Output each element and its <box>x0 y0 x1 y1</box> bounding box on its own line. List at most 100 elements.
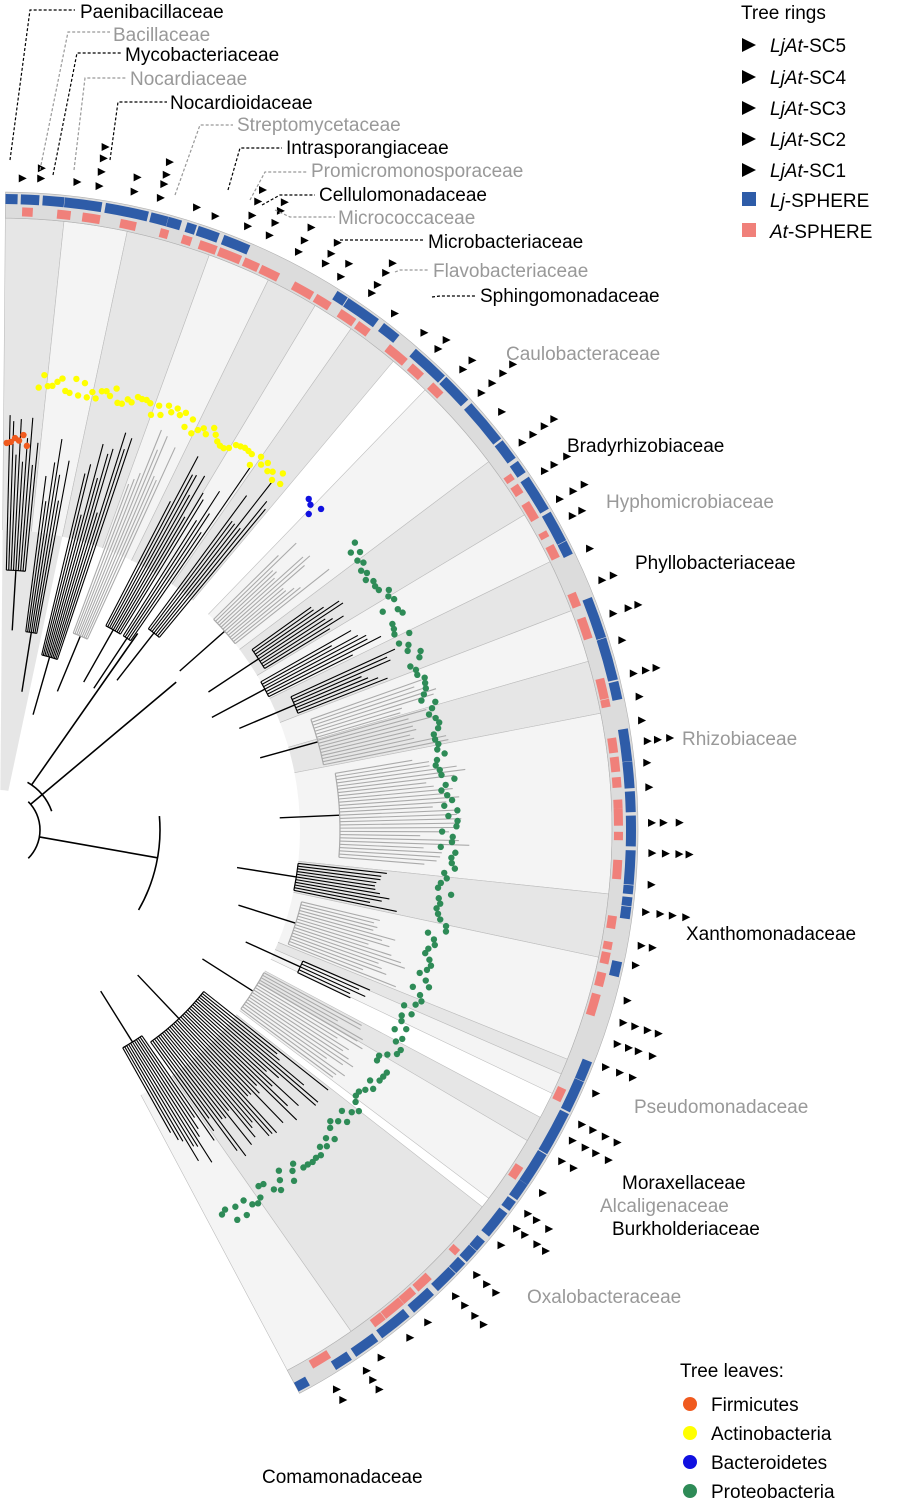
legend-item-sc4: LjAt-SC4 <box>770 68 846 89</box>
branch <box>130 1042 195 1147</box>
branch-arc <box>137 815 161 911</box>
branch <box>149 520 233 631</box>
branch <box>256 984 363 1050</box>
isolate-marker <box>362 1366 371 1375</box>
isolate-marker <box>518 438 527 447</box>
legend-title: Tree leaves: <box>680 1361 784 1382</box>
leaf-dot <box>409 983 417 991</box>
branch <box>183 1013 258 1086</box>
branch-arc <box>6 569 26 572</box>
isolate-marker <box>609 609 618 618</box>
lj-sphere-segment <box>407 1287 435 1313</box>
isolate-marker <box>321 259 330 268</box>
lj-sphere-segment <box>350 1333 379 1357</box>
branch <box>128 531 202 640</box>
leaf-dot <box>422 949 429 957</box>
isolate-marker <box>37 174 46 183</box>
legend-item-sc2: LjAt-SC2 <box>770 130 846 151</box>
family-label: Nocardioidaceae <box>170 93 313 114</box>
isolate-marker <box>488 379 497 388</box>
isolate-marker <box>97 167 106 176</box>
leaf-dot <box>220 444 227 452</box>
branch <box>297 865 382 877</box>
branch <box>295 879 381 895</box>
isolate-marker <box>479 1320 488 1329</box>
branch <box>299 909 374 931</box>
isolate-marker <box>509 360 518 369</box>
leaf-dot <box>257 453 265 460</box>
isolate-marker <box>254 197 263 206</box>
branch <box>132 1041 199 1147</box>
branch <box>122 1047 172 1133</box>
leaf-dot <box>437 916 444 923</box>
leaf-dot <box>451 775 458 782</box>
branch <box>297 972 351 999</box>
at-sphere-segment <box>602 940 613 951</box>
branch <box>335 761 430 778</box>
at-sphere-segment <box>607 737 619 754</box>
legend-item-proteobacteria: Proteobacteria <box>711 1482 835 1503</box>
branch <box>310 679 422 720</box>
isolate-marker <box>156 193 165 202</box>
lj-sphere-segment <box>481 1207 508 1237</box>
branch <box>85 479 157 639</box>
leaf-dot <box>188 430 195 437</box>
leaf-dot <box>307 501 314 508</box>
leaf-dot <box>408 1011 415 1018</box>
family-label: Hyphomicrobiaceae <box>606 492 774 513</box>
leaf-dot <box>433 756 441 764</box>
at-sphere-segment <box>613 808 623 826</box>
lj-sphere-segment <box>574 1058 593 1082</box>
branch <box>261 645 332 685</box>
at-sphere-segment <box>448 1243 461 1256</box>
leaf-dot <box>416 969 423 977</box>
branch <box>316 712 401 738</box>
branch <box>236 866 297 878</box>
branch <box>279 814 340 819</box>
isolate-marker <box>529 430 538 439</box>
branch <box>260 977 339 1022</box>
lj-sphere-segment <box>582 597 607 641</box>
branch <box>22 464 33 572</box>
leaf-dot <box>128 399 135 406</box>
branch <box>295 881 390 900</box>
at-sphere-segment <box>510 483 524 498</box>
branch <box>263 972 362 1027</box>
branch <box>322 735 447 763</box>
leaf-dot <box>376 1077 383 1084</box>
leaf-dot <box>432 762 439 769</box>
isolate-marker <box>165 158 174 167</box>
isolate-marker <box>604 1156 613 1165</box>
lj-sphere-segment <box>520 476 549 514</box>
lj-sphere-segment <box>330 1351 352 1370</box>
leaf-dot <box>416 991 424 999</box>
leaf-dot <box>373 1057 381 1064</box>
leaf-dot <box>448 838 456 846</box>
leaf-dot <box>347 549 355 556</box>
isolate-marker <box>638 716 647 725</box>
leaf-dot <box>276 1176 284 1184</box>
isolate-marker <box>609 571 618 580</box>
at-sphere-segment <box>384 344 408 366</box>
family-label: Sphingomonadaceae <box>480 286 660 307</box>
isolate-marker <box>406 1333 415 1342</box>
branch <box>86 447 176 640</box>
branch <box>289 940 364 971</box>
branch-arc <box>27 801 41 859</box>
family-label: Micrococcaceae <box>338 208 475 229</box>
isolate-marker <box>619 1018 628 1027</box>
isolate-marker <box>368 289 377 298</box>
legend-item-sc1: LjAt-SC1 <box>770 161 846 182</box>
leaf-dot <box>421 679 429 687</box>
at-sphere-segment <box>552 1086 567 1103</box>
isolate-marker <box>442 336 451 345</box>
branch <box>197 998 319 1103</box>
branch <box>317 709 427 741</box>
leaf-dot <box>54 378 61 386</box>
at-sphere-segment <box>119 218 137 232</box>
isolate-marker <box>101 142 110 151</box>
at-sphere-segment <box>398 1286 417 1304</box>
branch <box>311 686 415 723</box>
branch <box>30 438 63 633</box>
leaf-dot <box>200 425 207 432</box>
